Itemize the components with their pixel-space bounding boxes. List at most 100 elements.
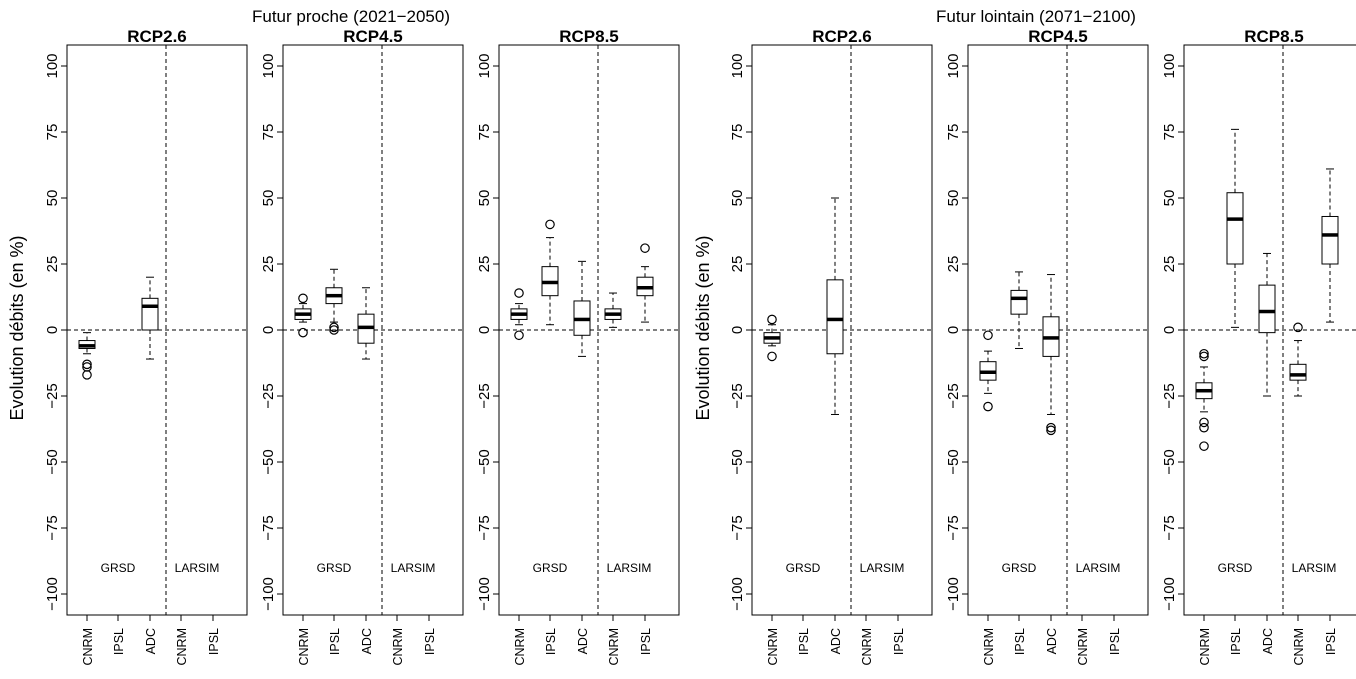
x-tick-label: CNRM [860, 628, 874, 666]
x-tick-label: IPSL [797, 628, 811, 655]
x-tick-label: IPSL [639, 628, 653, 655]
model-group-label: LARSIM [1076, 561, 1121, 575]
x-tick-label: CNRM [607, 628, 621, 666]
x-tick-label: CNRM [297, 628, 311, 666]
y-tick-label: 25 [1161, 256, 1178, 273]
y-tick-label: −50 [476, 449, 493, 474]
box-grsd-adc [141, 276, 159, 360]
y-tick-label: 25 [476, 256, 493, 273]
model-group-label: GRSD [786, 561, 821, 575]
x-tick-label: IPSL [1108, 628, 1122, 655]
panel-title: RCP8.5 [559, 27, 619, 46]
box-larsim-cnrm [1289, 322, 1307, 397]
model-group-label: LARSIM [607, 561, 652, 575]
x-tick-label: ADC [576, 628, 590, 654]
box-grsd-ipsl [1226, 128, 1244, 328]
y-tick-label: −25 [260, 383, 277, 408]
box-grsd-adc [1258, 252, 1276, 397]
outlier-point [767, 351, 777, 362]
box-grsd-adc [826, 197, 844, 415]
x-tick-label: CNRM [513, 628, 527, 666]
box-grsd-ipsl [541, 219, 559, 326]
panels-layer: RCP2.6 −100 −75 −50 −25 0 25 50 75 100 CNRM IPSL ADC… [44, 27, 1356, 666]
y-tick-label: 75 [945, 124, 962, 141]
y-tick-label: 75 [1161, 124, 1178, 141]
x-tick-label: CNRM [1076, 628, 1090, 666]
model-group-label: GRSD [317, 561, 352, 575]
y-tick-label: 75 [729, 124, 746, 141]
box-body [141, 297, 159, 331]
outlier-point [82, 370, 92, 380]
y-tick-label: 0 [44, 326, 61, 334]
box-body [1258, 284, 1276, 334]
outlier-point [1199, 441, 1209, 451]
y-tick-label: −25 [1161, 383, 1178, 408]
outlier-point [329, 325, 339, 335]
outlier-point [767, 314, 777, 325]
y-tick-label: −75 [476, 515, 493, 540]
panel-0: RCP2.6 −100 −75 −50 −25 0 25 50 75 100 CNRM IPSL ADC… [44, 27, 248, 666]
model-group-label: LARSIM [1292, 561, 1337, 575]
y-tick-label: −25 [476, 383, 493, 408]
box-body [1321, 215, 1339, 265]
y-tick-label: 75 [260, 124, 277, 141]
box-grsd-cnrm [294, 293, 312, 338]
outlier-point [640, 243, 650, 253]
y-tick-label: 0 [1161, 326, 1178, 334]
outlier-point [1199, 417, 1209, 428]
y-tick-label: 50 [44, 190, 61, 207]
outlier-point [1199, 348, 1209, 359]
box-grsd-adc [357, 287, 375, 360]
y-tick-label: −75 [945, 515, 962, 540]
y-tick-label: −75 [1161, 515, 1178, 540]
y-tick-label: −50 [260, 449, 277, 474]
x-tick-label: IPSL [544, 628, 558, 655]
x-tick-label: ADC [1261, 628, 1275, 654]
y-tick-label: −25 [945, 383, 962, 408]
y-tick-label: 0 [945, 326, 962, 334]
box-body [826, 279, 844, 355]
box-grsd-adc [1042, 274, 1060, 436]
y-tick-label: 50 [729, 190, 746, 207]
box-body [1226, 192, 1244, 265]
y-tick-label: −50 [44, 449, 61, 474]
model-group-label: LARSIM [860, 561, 905, 575]
group-title-far-future: Futur lointain (2071−2100) [936, 7, 1136, 26]
x-tick-label: CNRM [175, 628, 189, 666]
y-tick-label: −100 [476, 577, 493, 611]
model-group-label: GRSD [1218, 561, 1253, 575]
outlier-point [514, 288, 524, 298]
y-tick-label: 100 [44, 53, 61, 78]
model-group-label: LARSIM [391, 561, 436, 575]
y-tick-label: 75 [476, 124, 493, 141]
x-tick-label: CNRM [81, 628, 95, 666]
box-grsd-cnrm [763, 314, 781, 362]
y-tick-label: 25 [729, 256, 746, 273]
outlier-point [1046, 425, 1056, 436]
y-tick-label: 100 [476, 53, 493, 78]
x-tick-label: ADC [360, 628, 374, 654]
y-tick-label: −50 [945, 449, 962, 474]
y-tick-label: −50 [729, 449, 746, 474]
y-tick-label: −100 [44, 577, 61, 611]
box-grsd-ipsl [325, 268, 343, 335]
y-tick-label: −75 [44, 515, 61, 540]
panel-2: RCP8.5 −100 −75 −50 −25 0 25 50 75 100 CNRM IPSL ADC… [476, 27, 680, 666]
box-grsd-cnrm [979, 330, 997, 412]
x-tick-label: IPSL [1324, 628, 1338, 655]
y-tick-label: 50 [260, 190, 277, 207]
box-body [1010, 289, 1028, 315]
y-tick-label: 100 [260, 53, 277, 78]
box-grsd-cnrm [1195, 348, 1213, 451]
model-group-label: GRSD [1002, 561, 1037, 575]
outlier-point [1046, 422, 1056, 433]
outlier-point [514, 330, 524, 341]
box-larsim-ipsl [636, 243, 654, 323]
panel-title: RCP2.6 [127, 27, 187, 46]
x-tick-label: IPSL [423, 628, 437, 655]
y-axis-label-left: Evolution débits (en %) [7, 235, 27, 420]
box-grsd-adc [573, 260, 591, 357]
panel-title: RCP4.5 [1028, 27, 1088, 46]
y-tick-label: −50 [1161, 449, 1178, 474]
